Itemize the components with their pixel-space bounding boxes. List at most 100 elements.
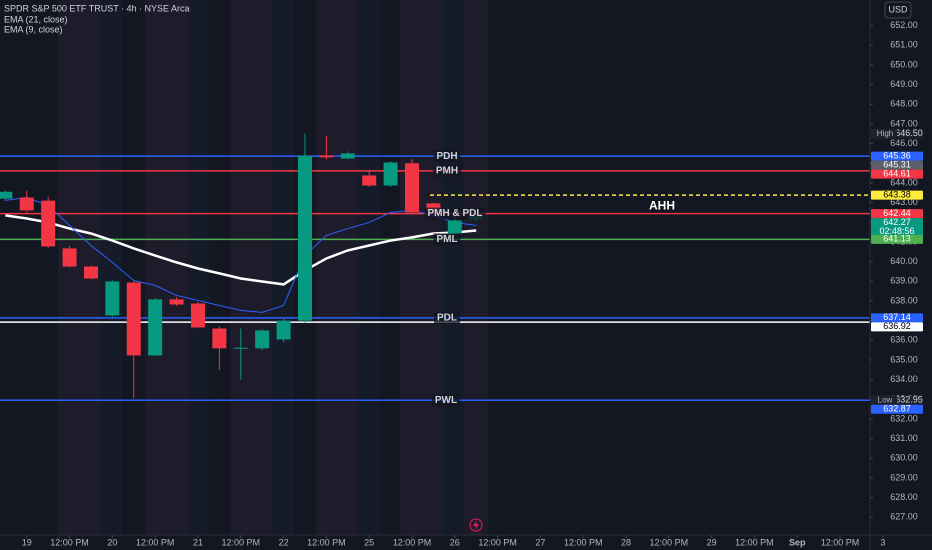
plot-area — [0, 133, 870, 402]
level-label: PDL — [437, 312, 457, 323]
price-tag — [871, 169, 923, 179]
price-tag — [871, 151, 923, 161]
price-tag-label: 641.13 — [883, 234, 911, 244]
price-tag-label: 636.92 — [883, 321, 911, 331]
candle-body — [62, 248, 77, 267]
level-label-bg — [431, 394, 461, 407]
session-band — [442, 0, 464, 535]
x-tick-label: 12:00 PM — [50, 537, 89, 547]
x-tick-label: Sep — [789, 537, 806, 547]
currency-label[interactable]: USD — [888, 4, 908, 14]
level-label: PDH — [436, 151, 457, 162]
session-band — [100, 0, 122, 535]
x-tick-label: 12:00 PM — [307, 537, 346, 547]
y-tick-label: 646.00 — [890, 138, 918, 148]
x-tick-label: 28 — [621, 537, 631, 547]
candle-body — [340, 153, 355, 159]
price-tag-label: 644.61 — [883, 169, 911, 179]
price-tag — [871, 190, 923, 200]
candle-body — [126, 282, 141, 356]
level-label-bg — [434, 311, 460, 324]
session-band — [316, 0, 358, 535]
candle-body — [83, 266, 98, 279]
level-label: PMH & PDL — [428, 208, 483, 219]
ema-line — [5, 196, 477, 313]
y-tick-label: 627.00 — [890, 512, 918, 522]
session-band — [230, 0, 272, 535]
candle-body — [212, 328, 227, 349]
alert-icon — [469, 518, 483, 532]
y-tick-label: 632.00 — [890, 413, 918, 423]
candle-body — [404, 163, 419, 213]
price-tag-label: 632.87 — [883, 404, 911, 414]
x-tick-label: 12:00 PM — [393, 537, 432, 547]
y-tick-label: 643.00 — [890, 197, 918, 207]
y-tick-label: 649.00 — [890, 79, 918, 89]
candle-body — [319, 155, 334, 158]
session-bands — [58, 0, 488, 535]
y-tick-label: 629.00 — [890, 472, 918, 482]
price-tag-label: 646.50 — [895, 128, 923, 138]
session-band — [272, 0, 294, 535]
level-label: AHH — [649, 198, 675, 212]
level-label-bg — [433, 150, 461, 163]
price-tag-note-box — [873, 128, 897, 139]
price-tag-note: Low — [878, 395, 893, 404]
currency-button[interactable] — [884, 1, 912, 19]
price-tag — [871, 234, 923, 244]
price-tag-label: 632.95 — [895, 395, 923, 405]
candle-body — [426, 203, 441, 211]
price-tag-note-box — [873, 395, 897, 406]
candle-body — [19, 197, 34, 211]
x-tick-label: 29 — [707, 537, 717, 547]
y-tick-label: 638.00 — [890, 295, 918, 305]
price-tag — [871, 313, 923, 323]
price-tag-label: 642.44 — [883, 208, 911, 218]
x-tick-label: 27 — [535, 537, 545, 547]
y-tick-label: 648.00 — [890, 99, 918, 109]
x-tick-label: 25 — [364, 537, 374, 547]
x-tick-label: 20 — [107, 537, 117, 547]
price-tag — [871, 209, 923, 219]
candle-body — [0, 191, 13, 199]
level-label-bg — [432, 164, 462, 177]
y-tick-label: 636.00 — [890, 335, 918, 345]
price-tag-label: 645.36 — [883, 151, 911, 161]
candle-body — [169, 299, 184, 305]
candle-body — [276, 320, 291, 340]
y-tick-label: 631.00 — [890, 433, 918, 443]
x-tick-label: 12:00 PM — [735, 537, 774, 547]
candle-body — [41, 200, 56, 247]
x-tick-label: 3 — [880, 537, 885, 547]
price-tag-label: 643.38 — [883, 189, 911, 199]
y-tick-label: 634.00 — [890, 374, 918, 384]
x-tick-label: 26 — [450, 537, 460, 547]
candle-body — [105, 281, 120, 316]
y-tick-label: 644.00 — [890, 177, 918, 187]
ema-line — [5, 214, 477, 286]
price-tag-label: 637.14 — [883, 312, 911, 322]
y-tick-label: 639.00 — [890, 276, 918, 286]
candle-body — [190, 303, 205, 328]
session-band — [400, 0, 442, 535]
price-tag-note: High — [877, 129, 893, 138]
candle-body — [362, 175, 377, 186]
x-tick-label: 12:00 PM — [821, 537, 860, 547]
y-tick-label: 650.00 — [890, 59, 918, 69]
level-label-bg — [424, 207, 486, 220]
candle-body — [447, 220, 462, 234]
price-tag-label: 645.31 — [883, 160, 911, 170]
level-label: PWL — [435, 395, 457, 406]
candle-body — [148, 299, 163, 356]
price-tag — [871, 322, 923, 332]
y-tick-label: 652.00 — [890, 20, 918, 30]
level-label: PMH — [436, 166, 458, 177]
session-band — [358, 0, 380, 535]
y-tick-label: 635.00 — [890, 354, 918, 364]
price-tag — [871, 404, 923, 414]
x-tick-label: 12:00 PM — [478, 537, 517, 547]
candle-body — [233, 347, 248, 349]
x-tick-label: 12:00 PM — [222, 537, 261, 547]
price-tag — [871, 218, 923, 238]
